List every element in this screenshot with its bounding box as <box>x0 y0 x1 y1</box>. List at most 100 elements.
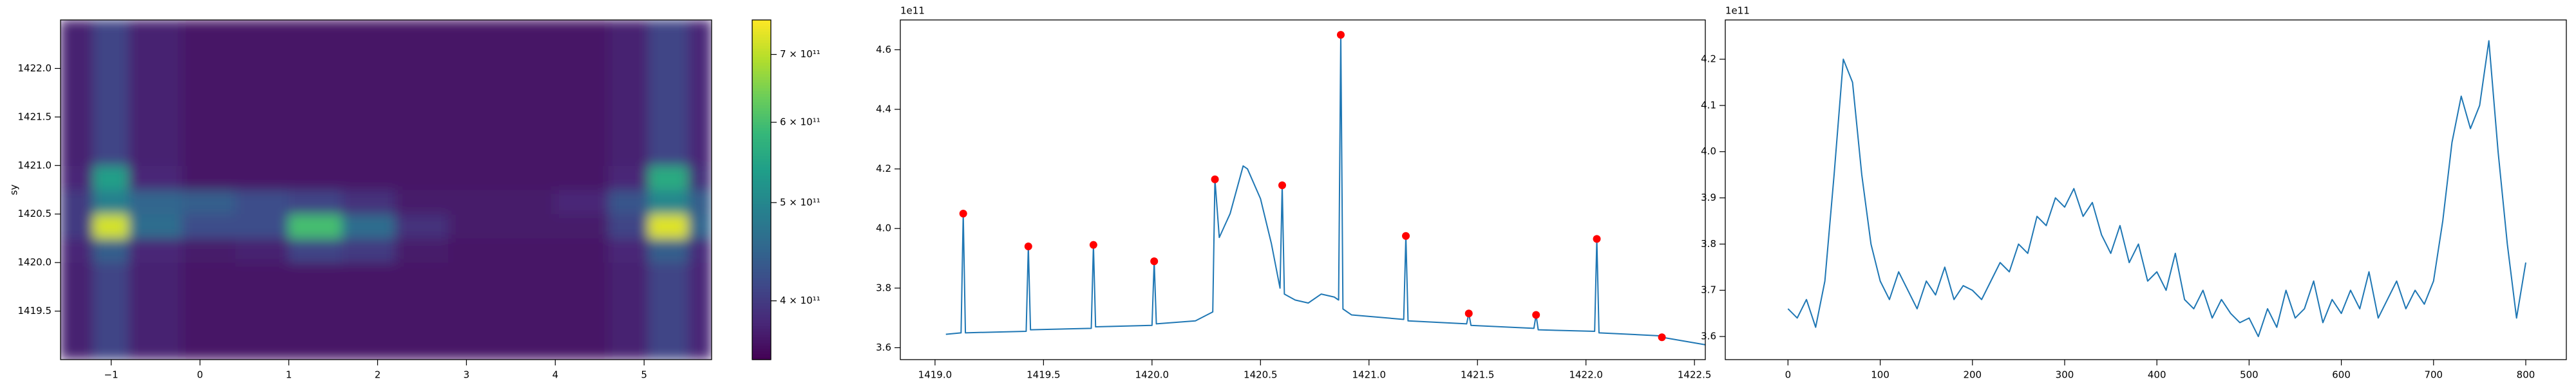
colorbar-gradient <box>752 107 771 111</box>
heatmap-cell <box>448 20 502 45</box>
heatmap-cell <box>554 311 609 336</box>
heatmap-cell <box>341 20 396 45</box>
heatmap-cell <box>395 237 450 263</box>
heatmap-cell <box>128 335 183 360</box>
data-line <box>945 34 1706 345</box>
heatmap-cell <box>288 214 343 239</box>
heatmap-cell <box>61 311 94 336</box>
x-tick-label: 800 <box>2517 369 2535 381</box>
colorbar-gradient <box>752 215 771 219</box>
heatmap-cell <box>182 141 236 166</box>
x-tick-label: 0 <box>1785 369 1792 381</box>
heatmap-cell <box>182 262 236 288</box>
colorbar-gradient <box>752 119 771 122</box>
colorbar-gradient <box>752 122 771 125</box>
y-tick-label: 3.6 <box>1701 331 1716 342</box>
heatmap-cell <box>61 286 94 312</box>
colorbar-gradient <box>752 235 771 239</box>
heatmap-cell <box>608 116 649 142</box>
colorbar-gradient <box>752 138 771 142</box>
heatmap-cell <box>648 116 689 142</box>
colorbar-gradient <box>752 289 771 292</box>
x-tick-label: 1419.0 <box>918 369 952 381</box>
x-tick-label: 100 <box>1871 369 1889 381</box>
peak-marker <box>1593 235 1601 243</box>
heatmap-cell <box>182 165 236 190</box>
colorbar-gradient <box>752 59 771 63</box>
y-tick-label: 4.1 <box>1701 99 1716 111</box>
colorbar-gradient <box>752 42 771 46</box>
y-tick-label: 3.8 <box>1701 238 1716 250</box>
heatmap-cell <box>448 68 502 93</box>
heatmap-cell <box>61 20 94 45</box>
heatmap-cell <box>128 189 183 215</box>
heatmap-cell <box>235 165 289 190</box>
colorbar-gradient <box>752 241 771 244</box>
peak-marker <box>1464 309 1473 318</box>
x-tick-label: 0 <box>197 369 204 381</box>
heatmap-cell <box>341 141 396 166</box>
heatmap-cell <box>688 165 712 190</box>
heatmap-cell <box>182 311 236 336</box>
colorbar-gradient <box>752 48 771 51</box>
colorbar-gradient <box>752 161 771 165</box>
heatmap-cell <box>395 92 450 118</box>
colorbar-gradient <box>752 201 771 205</box>
heatmap-cell <box>182 92 236 118</box>
heatmap-cell <box>93 116 129 142</box>
heatmap-cell <box>688 335 712 360</box>
heatmap-cell <box>288 189 343 215</box>
heatmap-image <box>61 20 712 360</box>
colorbar-gradient <box>752 348 771 352</box>
colorbar-gradient <box>752 336 771 340</box>
colorbar-gradient <box>752 317 771 320</box>
colorbar-gradient <box>752 172 771 176</box>
heatmap-cell <box>648 141 689 166</box>
heatmap-cell <box>61 237 94 263</box>
heatmap-cell <box>501 214 556 239</box>
heatmap-cell <box>341 214 396 239</box>
colorbar-gradient <box>752 116 771 120</box>
colorbar-gradient <box>752 297 771 301</box>
heatmap-cell <box>235 44 289 69</box>
x-tick-label: 1422.5 <box>1678 369 1712 381</box>
colorbar-gradient <box>752 156 771 160</box>
heatmap-cell <box>608 237 649 263</box>
heatmap-cell <box>395 20 450 45</box>
heatmap-cell <box>608 68 649 93</box>
heatmap-cell <box>128 165 183 190</box>
heatmap-cell <box>61 92 94 118</box>
heatmap-cell <box>554 214 609 239</box>
heatmap-cell <box>554 44 609 69</box>
x-tick-label: 1421.0 <box>1352 369 1387 381</box>
x-tick-label: 1421.5 <box>1461 369 1495 381</box>
colorbar-gradient <box>752 331 771 335</box>
colorbar-gradient <box>752 25 771 29</box>
colorbar-gradient <box>752 34 771 37</box>
peak-marker <box>1278 181 1286 190</box>
heatmap-cell <box>648 214 689 239</box>
heatmap-cell <box>182 286 236 312</box>
heatmap-cell <box>235 92 289 118</box>
colorbar-gradient <box>752 356 771 360</box>
heatmap-cell <box>128 116 183 142</box>
heatmap-cell <box>688 141 712 166</box>
colorbar-gradient <box>752 147 771 151</box>
colorbar-gradient <box>752 320 771 324</box>
colorbar-gradient <box>752 181 771 185</box>
heatmap-cell <box>61 165 94 190</box>
colorbar-gradient <box>752 99 771 103</box>
heatmap-cell <box>554 237 609 263</box>
colorbar-gradient <box>752 252 771 255</box>
heatmap-cell <box>395 214 450 239</box>
heatmap-cell <box>395 286 450 312</box>
y-tick-label: 4.2 <box>876 163 891 174</box>
heatmap-cell <box>235 286 289 312</box>
colorbar-gradient <box>752 326 771 329</box>
heatmap-cell <box>93 44 129 69</box>
colorbar-gradient <box>752 192 771 196</box>
heatmap-cell <box>688 20 712 45</box>
colorbar-tick-label: 7 × 10¹¹ <box>780 48 820 60</box>
colorbar-gradient <box>752 87 771 91</box>
peak-marker <box>1336 31 1345 39</box>
